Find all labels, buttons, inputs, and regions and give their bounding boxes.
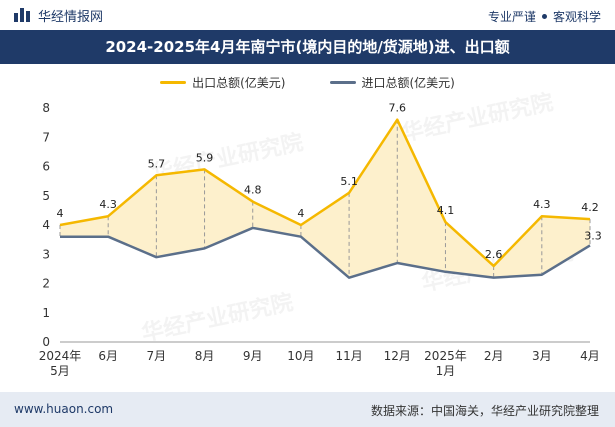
x-tick-label: 12月 [384,349,411,363]
bar-logo-icon [14,8,30,22]
export-data-label: 5.1 [340,175,358,188]
y-tick-label: 5 [42,189,50,203]
website-link[interactable]: www.huaon.com [14,402,114,416]
tagline: 专业严谨 客观科学 [488,8,601,25]
dot-icon [541,14,547,19]
x-tick-label: 11月 [335,349,362,363]
y-tick-label: 7 [42,130,50,144]
export-series-line [59,118,591,268]
x-tick-label: 3月 [532,349,552,363]
export-data-label: 4.2 [581,201,599,214]
y-tick-label: 3 [42,247,50,261]
data-source: 数据来源：中国海关，华经产业研究院整理 [370,404,599,418]
export-data-label: 2.6 [485,248,503,261]
y-tick-label: 2 [42,277,50,291]
export-data-label: 5.9 [196,151,214,164]
import-series-line [60,226,591,279]
y-tick-label: 8 [42,101,50,115]
tagline-left: 专业严谨 [487,10,536,24]
y-tick-label: 6 [42,160,50,174]
tagline-right: 客观科学 [552,10,601,24]
area-between-series [60,119,590,278]
x-tick-label: 4月 [580,349,600,363]
export-data-label: 4.3 [533,198,551,211]
top-bar: 华经情报网 专业严谨 客观科学 [0,0,615,30]
legend-item-export: 出口总额(亿美元) [160,72,286,92]
export-data-label: 4.3 [99,198,117,211]
legend-label-import: 进口总额(亿美元) [361,75,455,90]
x-tick-label: 2024年 5月 [39,349,82,378]
x-tick-label: 10月 [287,349,314,363]
x-tick-label: 8月 [195,349,215,363]
brand-name: 华经情报网 [38,9,104,25]
y-tick-label: 4 [42,218,50,232]
legend-item-import: 进口总额(亿美元) [329,72,455,92]
export-data-label: 7.6 [389,102,407,115]
export-data-label: 4.1 [437,204,455,217]
legend-swatch-import [329,80,356,84]
x-tick-label: 7月 [147,349,167,363]
x-tick-label: 2025年 1月 [424,349,467,378]
legend: 出口总额(亿美元) 进口总额(亿美元) [0,72,615,92]
brand: 华经情报网 [14,6,104,25]
export-data-label: 4 [297,207,304,220]
x-tick-label: 6月 [98,349,118,363]
x-tick-label: 9月 [243,349,263,363]
legend-label-export: 出口总额(亿美元) [192,75,286,90]
export-data-label: 4 [57,207,64,220]
y-tick-label: 1 [42,306,50,320]
y-tick-label: 0 [42,335,50,349]
legend-swatch-export [160,80,187,84]
x-tick-label: 2月 [484,349,504,363]
title-bar: 2024-2025年4月年南宁市(境内目的地/货源地)进、出口额 [0,30,615,64]
import-data-label: 3.3 [584,229,602,242]
footer: www.huaon.com 数据来源：中国海关，华经产业研究院整理 [0,392,615,427]
export-data-label: 4.8 [244,184,262,197]
chart-title: 2024-2025年4月年南宁市(境内目的地/货源地)进、出口额 [105,38,510,56]
export-data-label: 5.7 [148,157,166,170]
